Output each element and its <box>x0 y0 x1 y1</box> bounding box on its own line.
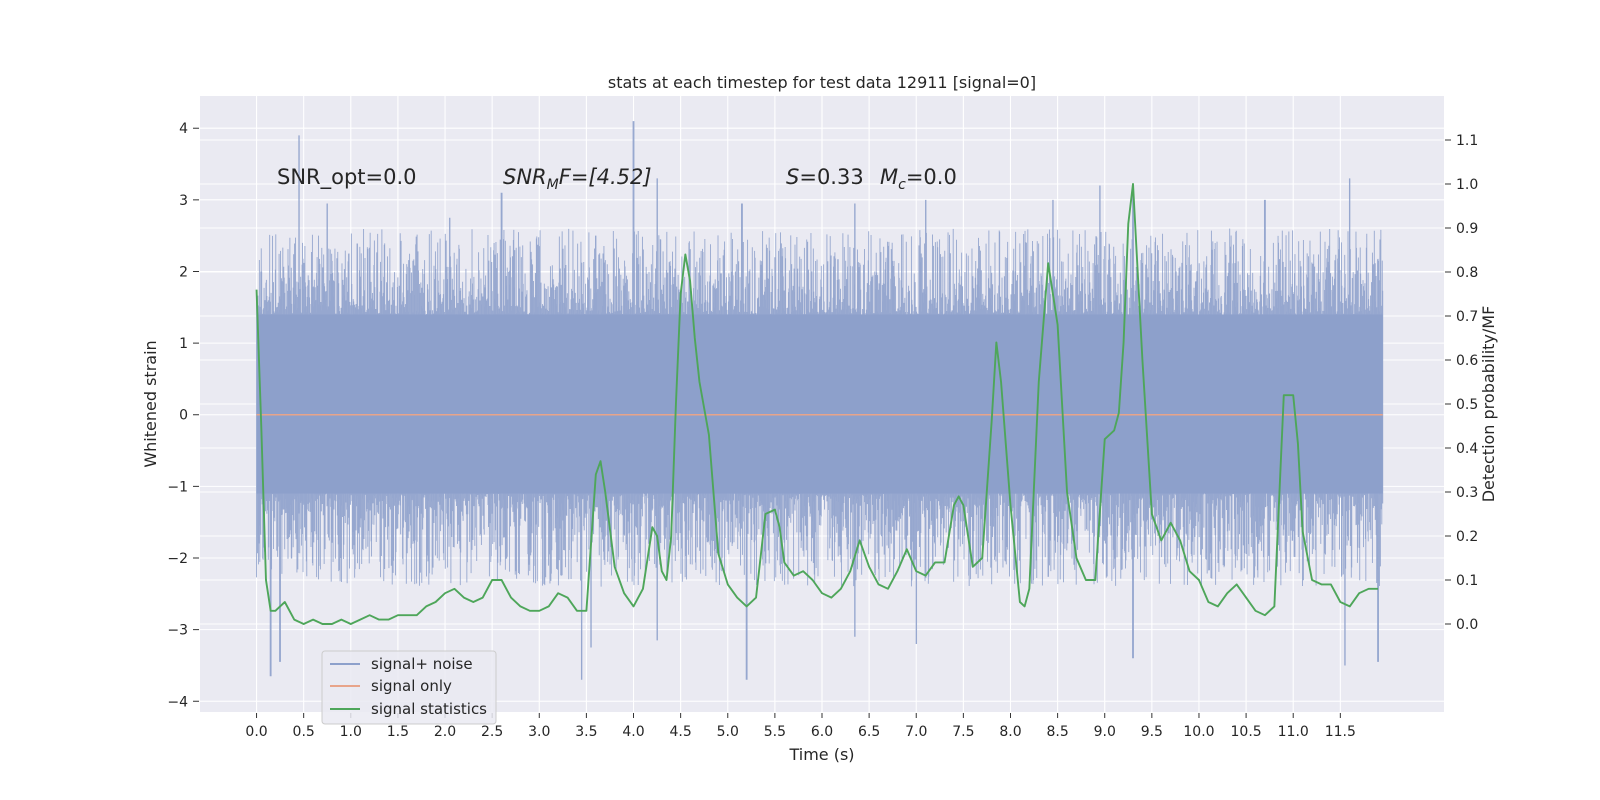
annotation-snr-mf: SNRMF=[4.52] <box>503 165 652 193</box>
y2-tick-label-2: 0.9 <box>1456 221 1478 237</box>
x-tick-label-16: 8.0 <box>999 724 1021 740</box>
x-tick-label-11: 5.5 <box>764 724 786 740</box>
annotation-s-rest: =0.33 <box>799 165 863 189</box>
y-tick-label-1: 3 <box>179 193 188 209</box>
series-signal-noise <box>256 121 1384 680</box>
x-tick-label-4: 2.0 <box>434 724 456 740</box>
y2-axis-label: Detection probability/MF <box>1479 306 1498 503</box>
y2-tick-label-4: 0.7 <box>1456 309 1478 325</box>
legend-label-signal-statistics: signal statistics <box>371 700 487 718</box>
y-axis-label: Whitened strain <box>141 340 160 467</box>
x-tick-label-20: 10.0 <box>1183 724 1214 740</box>
y2-tick-label-10: 0.1 <box>1456 573 1478 589</box>
legend-box <box>321 650 497 725</box>
y-tick-label-0: 4 <box>179 121 188 137</box>
y-tick-label-4: 0 <box>179 408 188 424</box>
y2-tick-label-3: 0.8 <box>1456 265 1478 281</box>
x-tick-label-5: 2.5 <box>481 724 503 740</box>
y2-tick-label-11: 0.0 <box>1456 617 1478 633</box>
y2-tick-label-7: 0.4 <box>1456 441 1478 457</box>
x-tick-label-15: 7.5 <box>952 724 974 740</box>
x-tick-labels: 0.0 0.5 1.0 1.5 2.0 2.5 3.0 3.5 4.0 4.5 5.0 5.5 6.0 6… <box>245 713 1356 740</box>
chart-title: stats at each timestep for test data 129… <box>608 73 1036 92</box>
y-tick-label-7: −3 <box>167 623 188 639</box>
legend-label-signal-only: signal only <box>371 677 452 695</box>
x-tick-label-6: 3.0 <box>528 724 550 740</box>
y2-tick-label-9: 0.2 <box>1456 529 1478 545</box>
series-signal-statistics <box>255 183 1379 625</box>
y-tick-label-6: −2 <box>167 551 188 567</box>
x-tick-label-1: 0.5 <box>293 724 315 740</box>
x-tick-label-14: 7.0 <box>905 724 927 740</box>
x-tick-label-8: 4.0 <box>622 724 644 740</box>
y-tick-label-5: −1 <box>167 479 188 495</box>
legend-label-signal-noise: signal+ noise <box>371 655 473 673</box>
y2-tick-label-5: 0.6 <box>1456 353 1478 369</box>
annotation-mc-sub: c <box>898 177 906 193</box>
y-tick-label-8: −4 <box>167 694 188 710</box>
annotation-mc-rest: =0.0 <box>906 165 957 189</box>
x-tick-label-7: 3.5 <box>575 724 597 740</box>
annotation-snr-mf-rest: F=[4.52] <box>559 165 652 189</box>
annotation-mc: Mc=0.0 <box>880 165 957 193</box>
annotation-snr-opt: SNR_opt=0.0 <box>277 165 417 190</box>
x-tick-label-12: 6.0 <box>811 724 833 740</box>
x-tick-label-22: 11.0 <box>1278 724 1309 740</box>
annotation-snr-mf-sub: M <box>547 177 559 193</box>
y2-tick-label-8: 0.3 <box>1456 485 1478 501</box>
annotation-snr-mf-main: SNR <box>503 165 547 189</box>
x-tick-label-2: 1.0 <box>340 724 362 740</box>
legend: signal+ noise signal only signal statist… <box>321 650 497 725</box>
y-tick-labels: 4 3 2 1 0 −1 −2 −3 −4 <box>167 121 199 710</box>
y2-tick-label-1: 1.0 <box>1456 177 1478 193</box>
annotation-mc-main: M <box>880 165 898 189</box>
x-tick-label-18: 9.0 <box>1094 724 1116 740</box>
x-tick-label-10: 5.0 <box>717 724 739 740</box>
annotation-s: S=0.33 <box>786 165 864 189</box>
annotation-s-main: S <box>786 165 799 189</box>
x-tick-label-13: 6.5 <box>858 724 880 740</box>
signal-statistics-line <box>255 183 1379 625</box>
x-tick-label-19: 9.5 <box>1141 724 1163 740</box>
x-tick-label-21: 10.5 <box>1231 724 1262 740</box>
x-tick-label-17: 8.5 <box>1046 724 1068 740</box>
x-tick-label-23: 11.5 <box>1325 724 1356 740</box>
y2-tick-label-0: 1.1 <box>1456 133 1478 149</box>
y2-tick-labels: 1.1 1.0 0.9 0.8 0.7 0.6 0.5 0.4 0.3 0.2 0.1 0.0 <box>1445 133 1478 633</box>
y-tick-label-2: 2 <box>179 264 188 280</box>
x-axis-label: Time (s) <box>788 745 854 764</box>
x-tick-label-3: 1.5 <box>387 724 409 740</box>
y2-tick-label-6: 0.5 <box>1456 397 1478 413</box>
y-tick-label-3: 1 <box>179 336 188 352</box>
x-tick-label-9: 4.5 <box>670 724 692 740</box>
annotations: SNR_opt=0.0 SNRMF=[4.52] S=0.33 Mc=0.0 <box>277 165 957 193</box>
x-tick-label-0: 0.0 <box>245 724 267 740</box>
noise-core-band <box>256 314 1383 494</box>
